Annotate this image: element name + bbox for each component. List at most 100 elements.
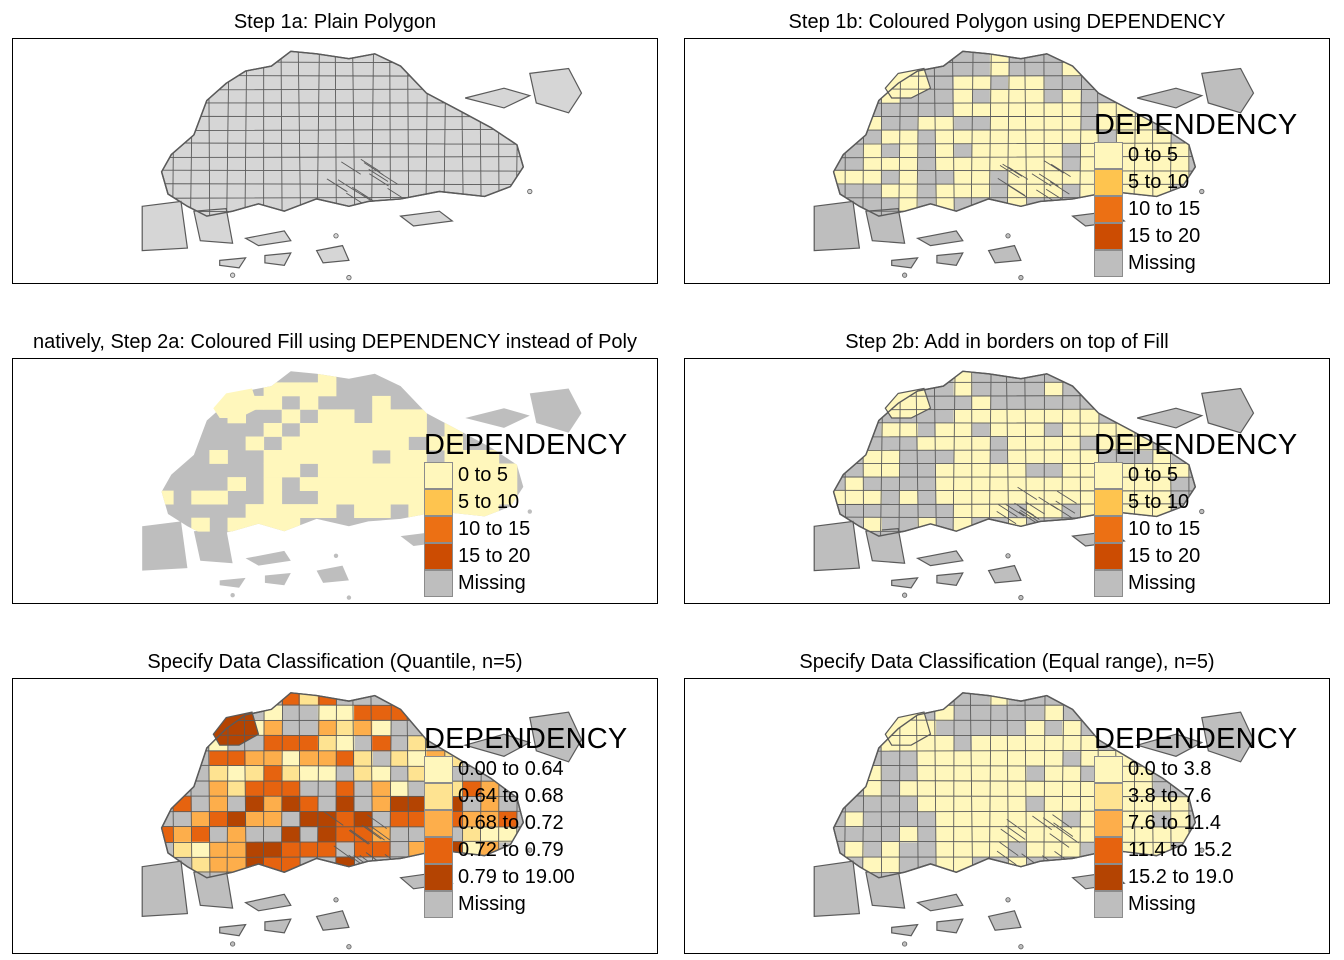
subzone-fill (953, 477, 973, 491)
subzone-fill (1062, 735, 1081, 752)
subzone-fill (408, 490, 427, 505)
subzone-fill (480, 781, 500, 797)
subzone-fill (1152, 826, 1172, 843)
legend-label: Missing (1128, 572, 1196, 594)
subzone-fill (1044, 811, 1063, 828)
subzone-fill (953, 184, 973, 198)
subzone-fill (899, 143, 918, 158)
islet-polygon (230, 592, 235, 598)
islet-polygon (1005, 897, 1011, 903)
island-polygon (529, 388, 582, 433)
subzone-fill (1152, 157, 1172, 171)
subzone-fill (1044, 103, 1063, 117)
subzone-fill (1170, 463, 1190, 478)
subzone-fill (480, 811, 500, 828)
subzone-fill (833, 490, 846, 505)
subzone-fill (1026, 750, 1045, 767)
subzone-fill (971, 796, 991, 812)
subzone-fill (989, 796, 1009, 812)
island-polygon (142, 521, 188, 571)
subzone-fill (408, 463, 427, 478)
subzone-fill (1134, 477, 1154, 491)
island-polygon (865, 208, 906, 244)
subzone-fill (191, 811, 210, 828)
subzone-fill (953, 103, 973, 117)
subzone-fill (1026, 490, 1045, 505)
subzone-fill (209, 857, 228, 873)
island-polygon (915, 550, 964, 567)
subzone-fill (354, 811, 373, 828)
subzone-fill (1134, 130, 1154, 144)
island-polygon (219, 257, 247, 269)
island-polygon (465, 408, 530, 428)
subzone-fill (462, 477, 482, 491)
subzone-fill (953, 796, 973, 812)
subzone-fill (971, 170, 991, 185)
subzone-fill (1008, 130, 1027, 144)
mainland-outline (832, 50, 1197, 217)
subzone-fill (1062, 720, 1081, 736)
subzone-fill (281, 826, 301, 843)
subzone-fill (209, 750, 228, 767)
subzone-fill (953, 436, 973, 451)
subzone-fill (899, 184, 918, 198)
subzone-fill (317, 735, 337, 752)
legend-label: 0.0 to 3.8 (1128, 758, 1212, 780)
subzone-fill (372, 477, 391, 491)
islet-polygon (1018, 944, 1024, 950)
subzone-fill (299, 395, 319, 410)
subzone-fill (953, 130, 973, 144)
subzone-fill (1026, 75, 1045, 90)
subzone-fill (263, 490, 283, 505)
island-polygon (813, 860, 861, 918)
subzone-fill (881, 857, 900, 873)
subzone-fill (863, 463, 882, 478)
subzone-fill (354, 477, 373, 491)
mainland-outline (160, 692, 525, 879)
map-legend: DEPENDENCY 0.0 to 3.8 3.8 to 7.6 7.6 to 11.… (1094, 722, 1297, 918)
subzone-fill (299, 811, 319, 828)
subzone-fill (971, 735, 991, 752)
subzone-fill (1044, 130, 1063, 144)
subzone-fill (444, 436, 463, 451)
subzone-fill (408, 735, 427, 752)
island-polygon (264, 918, 292, 934)
subzone-fill (1062, 781, 1081, 797)
subzone-fill (1026, 436, 1045, 451)
legend-item: 5 to 10 (1094, 489, 1297, 516)
subzone-fill (1134, 143, 1154, 158)
subzone-fill (1152, 450, 1172, 464)
subzone-fill (1026, 130, 1045, 144)
subzone-fill (1008, 143, 1027, 158)
mainland-outline (832, 692, 1197, 879)
island-polygon (936, 918, 964, 934)
legend-swatch (1094, 462, 1123, 489)
subzone-cells (845, 692, 1190, 873)
subzone-fill (953, 841, 973, 858)
subzone-fill (317, 450, 337, 464)
subzone-fill (209, 841, 228, 858)
subzone-fill (1098, 116, 1117, 131)
legend-label: 10 to 15 (1128, 198, 1201, 220)
legend-swatch (424, 864, 453, 891)
subzone-fill (971, 826, 991, 843)
subzone-fill (989, 89, 1009, 104)
subzone-fill (372, 504, 391, 518)
subzone-fill (390, 463, 409, 478)
legend-label: 0.64 to 0.68 (458, 785, 564, 807)
subzone-fill (173, 841, 192, 858)
subzone-fill (372, 735, 391, 752)
legend-label: Missing (1128, 252, 1196, 274)
subzone-fill (498, 463, 518, 478)
legend-item: 0.79 to 19.00 (424, 864, 627, 891)
subzone-fill (1008, 436, 1027, 451)
subzone-fill (299, 477, 319, 491)
subzone-fill (1062, 463, 1081, 478)
subzone-fill (971, 811, 991, 828)
legend-item: 0.64 to 0.68 (424, 783, 627, 810)
subzone-fill (281, 750, 301, 767)
subzone-fill (863, 781, 882, 797)
legend-swatch (424, 810, 453, 837)
subzone-fill (935, 184, 955, 198)
subzone-fill (863, 490, 882, 505)
